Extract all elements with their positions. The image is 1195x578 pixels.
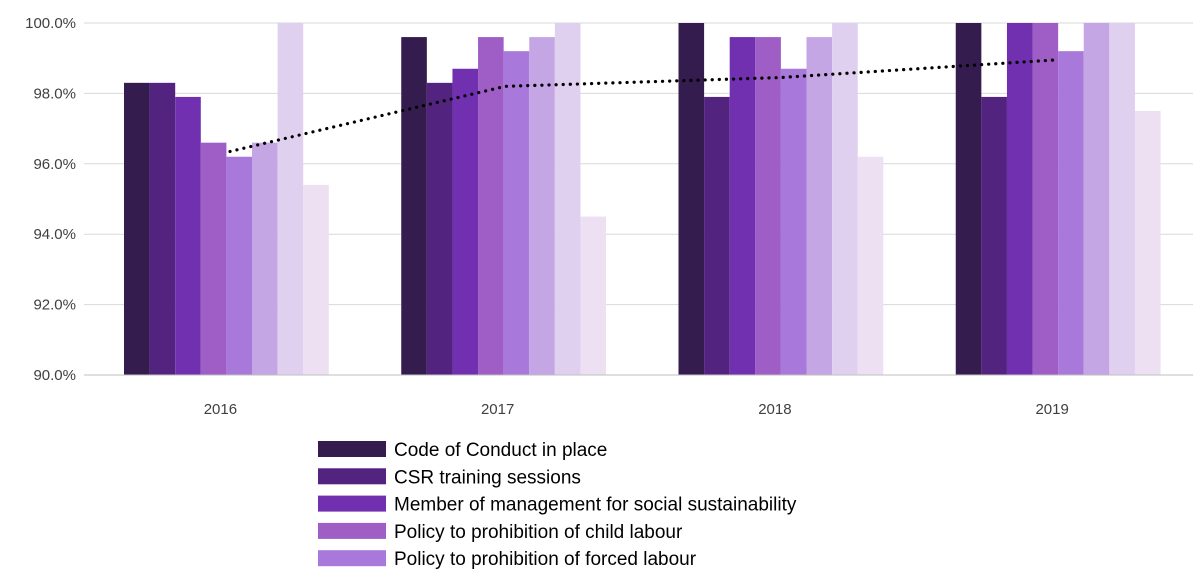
trendline-path xyxy=(228,58,1057,154)
legend-label: CSR training sessions xyxy=(394,467,581,488)
bar-2018-series-4 xyxy=(755,37,781,375)
y-tick-label: 98.0% xyxy=(33,85,76,102)
legend-swatch xyxy=(318,495,386,512)
axes: 90.0% 92.0% 94.0% 96.0% 98.0% 100.0% 2016 2017 2… xyxy=(25,15,1193,418)
bar-2017-series-4 xyxy=(478,37,504,375)
bar-2019-series-3 xyxy=(1006,23,1033,375)
bar-2019-series-1 xyxy=(955,23,982,375)
bar-2017-series-8 xyxy=(580,216,607,375)
y-tick-label: 90.0% xyxy=(33,367,76,384)
bar-2019-series-2 xyxy=(981,96,1007,376)
bar-2016-series-1 xyxy=(124,82,150,375)
bar-2016-series-2 xyxy=(149,82,176,375)
bar-2018-series-7 xyxy=(832,23,858,375)
bar-2017-series-1 xyxy=(401,37,427,375)
bar-2017-series-6 xyxy=(529,37,555,375)
bar-2017-series-5 xyxy=(503,51,530,375)
y-tick-label: 100.0% xyxy=(25,15,76,32)
bar-2017-series-3 xyxy=(452,68,479,375)
y-tick-label: 94.0% xyxy=(33,226,76,243)
legend-label: Member of management for social sustaina… xyxy=(394,495,797,516)
bar-2019-series-5 xyxy=(1058,51,1084,375)
bar-2016-series-4 xyxy=(200,142,227,375)
x-tick-label: 2017 xyxy=(481,401,514,418)
bar-2016-series-3 xyxy=(175,96,201,376)
x-tick-label: 2018 xyxy=(758,401,791,418)
bar-2018-series-3 xyxy=(729,37,756,375)
bar-2018-series-1 xyxy=(678,23,705,375)
bar-2016-series-6 xyxy=(252,142,278,375)
legend-swatch xyxy=(318,441,386,457)
legend-label: Policy to prohibition of forced labour xyxy=(394,549,697,570)
bar-2019-series-8 xyxy=(1134,111,1161,375)
bar-2018-series-2 xyxy=(704,96,730,376)
bar-2019-series-4 xyxy=(1032,23,1059,375)
bar-2017-series-7 xyxy=(554,23,581,375)
bar-2016-series-8 xyxy=(303,184,329,375)
trendline xyxy=(228,58,1057,154)
legend: Code of Conduct in place CSR training ses… xyxy=(318,440,797,570)
legend-label: Policy to prohibition of child labour xyxy=(394,522,683,543)
legend-label: Code of Conduct in place xyxy=(394,440,607,461)
y-tick-label: 96.0% xyxy=(33,156,76,173)
bar-2019-series-6 xyxy=(1083,23,1110,375)
bar-2017-series-2 xyxy=(426,82,453,375)
bar-2019-series-7 xyxy=(1109,23,1135,375)
legend-swatch xyxy=(318,522,386,539)
bar-2018-series-8 xyxy=(857,156,884,375)
legend-swatch xyxy=(318,550,386,567)
bar-2018-series-5 xyxy=(780,68,807,375)
bars xyxy=(124,23,1161,376)
bar-2018-series-6 xyxy=(806,37,833,375)
bar-2016-series-7 xyxy=(277,23,304,375)
y-tick-label: 92.0% xyxy=(33,297,76,314)
x-tick-label: 2019 xyxy=(1035,401,1068,418)
x-tick-label: 2016 xyxy=(204,401,237,418)
legend-swatch xyxy=(318,468,386,485)
bar-2016-series-5 xyxy=(226,156,252,375)
